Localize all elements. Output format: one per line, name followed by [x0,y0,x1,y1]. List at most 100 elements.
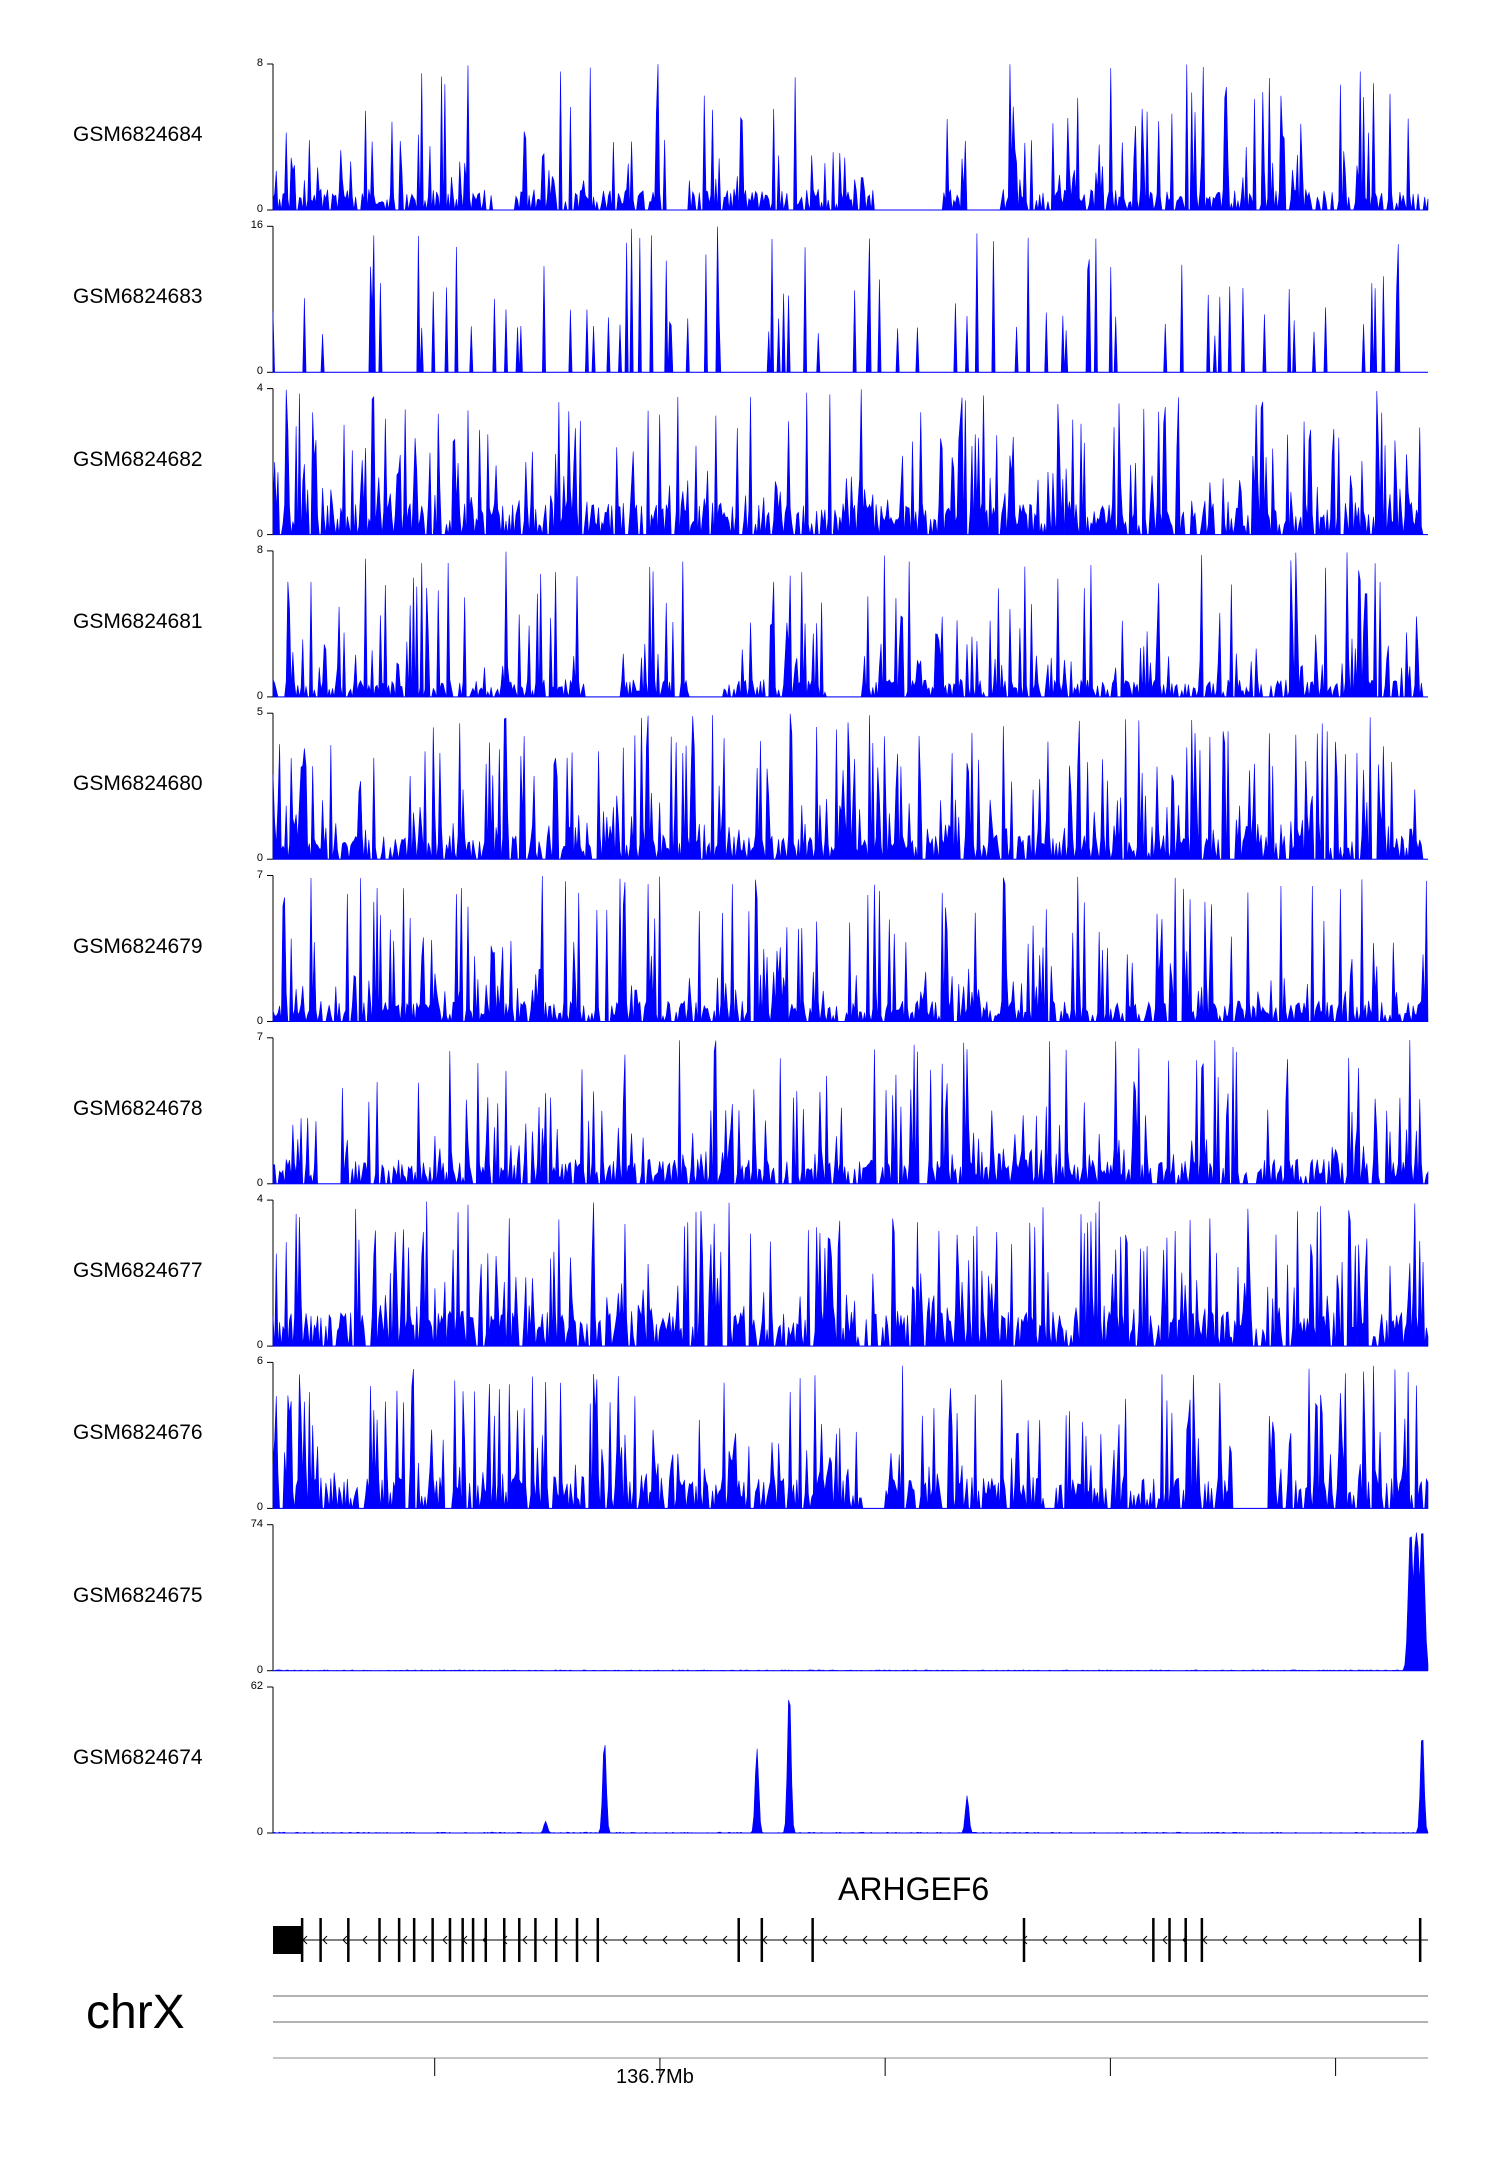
y-tick-max-label: 5 [256,706,263,719]
y-tick-max-label: 7 [256,1030,263,1043]
gene-exon [1184,1918,1187,1962]
strand-arrow [542,1935,548,1945]
strand-arrow [682,1935,688,1945]
strand-arrow [1222,1935,1228,1945]
strand-arrow [662,1935,668,1945]
strand-arrow [862,1935,868,1945]
track-label: GSM6824677 [73,1259,203,1283]
coordinate-tick-label: 136.7Mb [616,2066,694,2088]
strand-arrow [1402,1935,1408,1945]
coverage-area [272,713,1428,860]
coverage-area [272,1699,1429,1834]
strand-arrow [1322,1935,1328,1945]
track-label: GSM6824675 [73,1583,203,1607]
track-label: GSM6824681 [73,609,203,633]
gene-exon [534,1918,537,1962]
gene-exon [300,1918,304,1962]
track-label: GSM6824683 [73,285,203,309]
y-tick-min-label: 0 [256,203,263,215]
strand-arrow [1102,1935,1108,1945]
gene-exon [1168,1918,1171,1962]
gene-exon [1418,1918,1422,1962]
chromosome-label: chrX [86,1986,185,2039]
strand-arrow [1002,1935,1008,1945]
gene-exon [760,1918,764,1962]
strand-arrow [1062,1935,1068,1945]
strand-arrow [382,1935,388,1945]
y-tick-max-label: 62 [250,1680,263,1692]
strand-arrow [642,1935,648,1945]
strand-arrow [802,1935,808,1945]
y-tick-min-label: 0 [256,365,263,378]
coverage-area [272,1040,1429,1185]
coverage-area [272,64,1429,212]
strand-arrow [1082,1935,1088,1945]
strand-arrow [1342,1935,1348,1945]
strand-arrow [442,1935,448,1945]
strand-arrow [582,1935,588,1945]
strand-arrow [1302,1935,1308,1945]
gene-exon [596,1918,600,1962]
y-tick-max-label: 16 [250,219,263,232]
strand-arrow [322,1935,328,1945]
strand-arrow [522,1935,528,1945]
gene-exon [461,1918,464,1962]
strand-arrow [1262,1935,1268,1945]
y-tick-min-label: 0 [256,1663,263,1676]
strand-arrow [882,1935,888,1945]
track-label: GSM6824678 [73,1096,203,1120]
track-label: GSM6824676 [73,1421,203,1445]
strand-arrow [342,1935,348,1945]
strand-arrow [782,1935,788,1945]
track-label: GSM6824684 [73,123,203,146]
gene-exon [1152,1918,1155,1962]
gene-utr-block [273,1926,301,1954]
gene-exon [811,1918,814,1962]
gene-exon [503,1918,506,1962]
y-tick-min-label: 0 [256,1826,263,1838]
coverage-area [272,226,1428,373]
strand-arrow [1142,1935,1148,1945]
gene-exon [554,1918,558,1962]
strand-arrow [742,1935,748,1945]
strand-arrow [922,1935,928,1945]
y-tick-max-label: 4 [256,1193,263,1206]
strand-arrow [1122,1935,1128,1945]
y-tick-min-label: 0 [256,1176,263,1189]
strand-arrow [1282,1935,1288,1945]
strand-arrow [362,1935,368,1945]
strand-arrow [402,1935,408,1945]
gene-label: ARHGEF6 [838,1871,990,1907]
gene-exon [397,1918,401,1962]
strand-arrow [1162,1935,1168,1945]
strand-arrow [602,1935,608,1945]
gene-exon [471,1918,475,1962]
strand-arrow [622,1935,628,1945]
y-tick-max-label: 8 [256,57,263,69]
y-tick-max-label: 8 [256,543,263,556]
y-tick-min-label: 0 [256,1339,263,1352]
y-tick-max-label: 4 [256,381,263,394]
gene-exon [1200,1918,1204,1962]
coverage-area [272,876,1429,1023]
strand-arrow [982,1935,988,1945]
y-tick-min-label: 0 [256,852,263,865]
gene-exon [378,1918,381,1962]
strand-arrow [962,1935,968,1945]
strand-arrow [722,1935,728,1945]
y-tick-min-label: 0 [256,1501,263,1514]
y-tick-max-label: 6 [256,1355,263,1368]
gene-exon [431,1918,434,1962]
strand-arrow [422,1935,428,1945]
gene-exon [518,1918,521,1962]
strand-arrow [942,1935,948,1945]
strand-arrow [822,1935,828,1945]
track-label: GSM6824682 [73,447,203,471]
gene-exon [412,1918,416,1962]
gene-exon [319,1918,322,1962]
track-label: GSM6824680 [73,772,203,796]
strand-arrow [1242,1935,1248,1945]
coverage-area [272,1365,1429,1509]
